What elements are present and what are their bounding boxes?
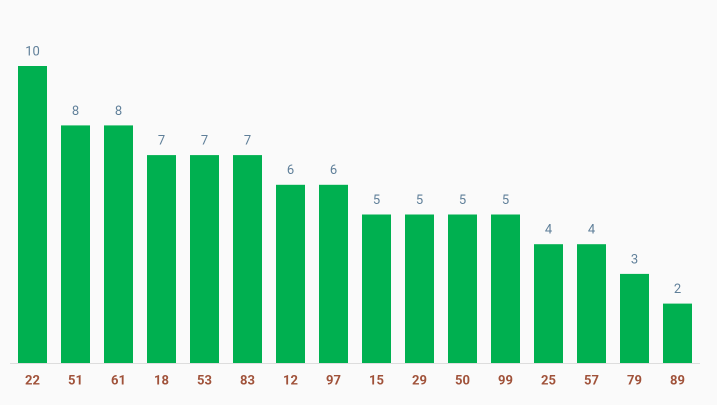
value-label: 5 xyxy=(502,193,509,208)
bar xyxy=(534,244,563,363)
value-label: 6 xyxy=(330,163,337,178)
bar xyxy=(620,273,649,363)
value-label: 10 xyxy=(25,44,40,59)
x-tick-label: 83 xyxy=(240,373,255,388)
x-tick-label: 12 xyxy=(283,373,298,388)
bar xyxy=(405,214,434,363)
x-tick-label: 15 xyxy=(369,373,384,388)
x-tick-label: 53 xyxy=(197,373,212,388)
bar xyxy=(18,66,47,363)
value-label: 7 xyxy=(201,134,208,149)
bar xyxy=(577,244,606,363)
x-tick-label: 97 xyxy=(326,373,341,388)
bar xyxy=(362,214,391,363)
value-label: 4 xyxy=(588,223,596,238)
bar xyxy=(319,184,348,363)
x-tick-label: 22 xyxy=(25,373,40,388)
bar xyxy=(190,155,219,363)
value-label: 5 xyxy=(416,193,423,208)
bar xyxy=(61,125,90,364)
value-label: 8 xyxy=(115,104,122,119)
value-label: 5 xyxy=(459,193,466,208)
bar xyxy=(233,155,262,363)
x-tick-label: 79 xyxy=(627,373,642,388)
x-tick-label: 89 xyxy=(670,373,685,388)
x-tick-label: 50 xyxy=(455,373,470,388)
x-tick-label: 29 xyxy=(412,373,427,388)
bar xyxy=(276,184,305,363)
x-tick-label: 57 xyxy=(584,373,599,388)
x-tick-label: 18 xyxy=(154,373,169,388)
value-label: 8 xyxy=(72,104,79,119)
bar xyxy=(448,214,477,363)
bar xyxy=(663,303,692,363)
bar xyxy=(491,214,520,363)
x-tick-label: 25 xyxy=(541,373,556,388)
x-tick-label: 61 xyxy=(111,373,126,388)
value-label: 4 xyxy=(545,223,553,238)
value-label: 7 xyxy=(158,134,165,149)
value-label: 5 xyxy=(373,193,380,208)
value-label: 3 xyxy=(631,252,638,267)
bar xyxy=(147,155,176,363)
x-tick-label: 51 xyxy=(68,373,83,388)
value-label: 2 xyxy=(674,282,681,297)
value-label: 7 xyxy=(244,134,251,149)
value-label: 6 xyxy=(287,163,294,178)
bar xyxy=(104,125,133,364)
x-tick-label: 99 xyxy=(498,373,513,388)
